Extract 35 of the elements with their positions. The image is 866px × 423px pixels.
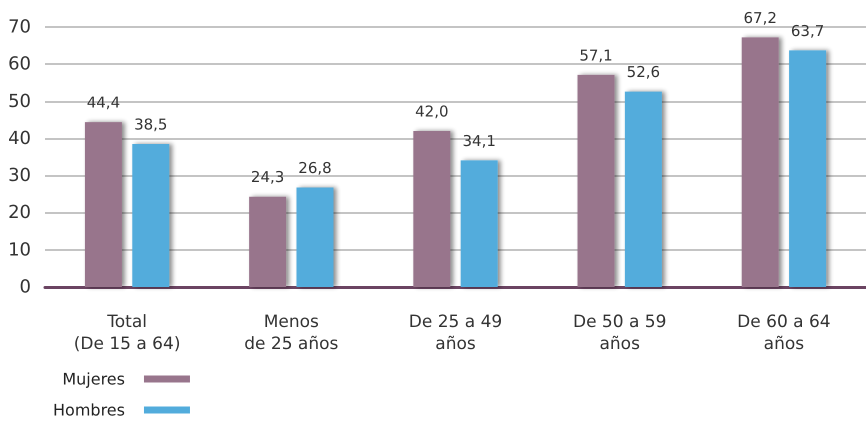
x-tick-label: Total (De 15 a 64) — [74, 312, 180, 354]
bar — [132, 144, 170, 287]
data-label: 52,6 — [626, 63, 660, 82]
x-tick-label: De 50 a 59 años — [572, 312, 666, 354]
data-label: 63,7 — [790, 22, 824, 40]
legend-label: Hombres — [53, 400, 125, 420]
bar — [460, 160, 498, 287]
bar — [742, 37, 779, 287]
x-tick-label: De 25 a 49 años — [408, 312, 502, 354]
bar — [84, 122, 122, 287]
bar — [789, 50, 826, 287]
y-tick-label: 50 — [8, 90, 31, 112]
data-label: 67,2 — [744, 8, 777, 27]
data-label: 26,8 — [298, 158, 332, 177]
y-tick-label: 40 — [8, 128, 31, 149]
data-label: 44,4 — [86, 94, 120, 112]
y-tick-label: 70 — [8, 16, 31, 38]
data-label: 57,1 — [579, 46, 613, 64]
bar — [413, 131, 450, 287]
y-tick-label: 60 — [8, 54, 31, 75]
y-tick-label: 0 — [20, 276, 31, 298]
data-label: 34,1 — [462, 132, 496, 150]
bar — [578, 74, 615, 287]
x-tick-label: Menos de 25 años — [244, 312, 339, 354]
y-tick-label: 30 — [8, 165, 31, 186]
x-tick-label: De 60 a 64 años — [737, 312, 831, 354]
y-tick-label: 20 — [8, 202, 31, 224]
y-tick-label: 10 — [8, 239, 31, 260]
legend-label: Mujeres — [62, 370, 125, 388]
data-label: 24,3 — [250, 168, 284, 186]
data-label: 38,5 — [134, 116, 168, 134]
bar — [296, 187, 334, 287]
data-label: 42,0 — [415, 102, 449, 120]
bar — [249, 196, 286, 287]
bar — [624, 92, 662, 287]
